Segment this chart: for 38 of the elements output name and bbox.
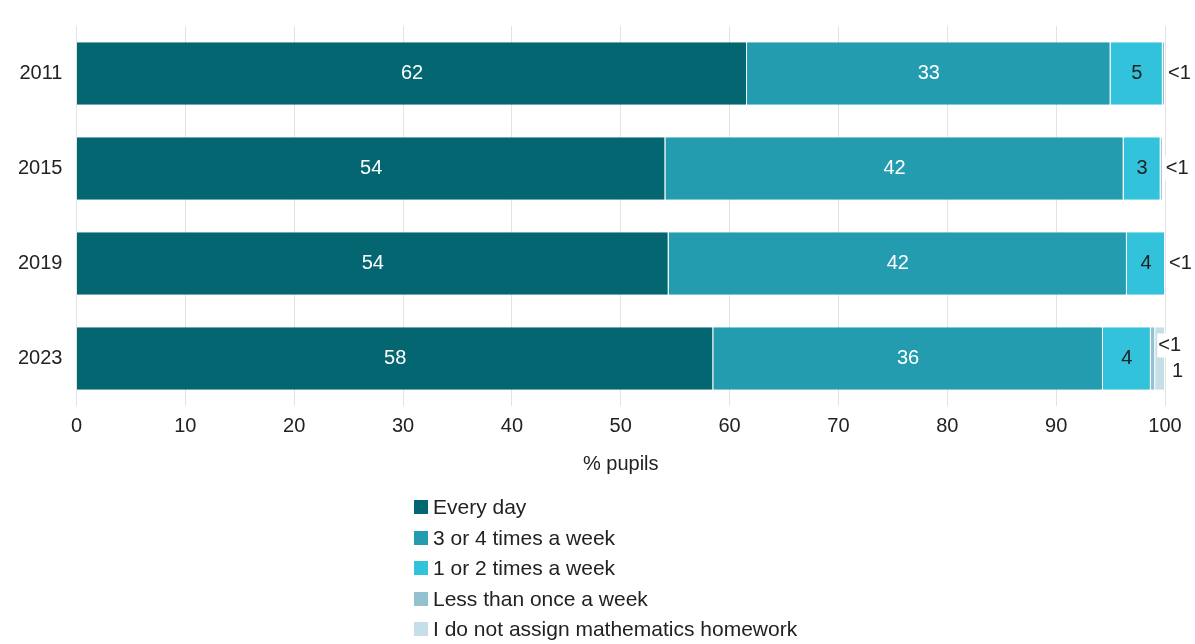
data-label: 54: [361, 251, 384, 274]
x-tick-label: 10: [174, 413, 197, 436]
data-label: <1: [1168, 61, 1191, 84]
data-label: 42: [886, 251, 909, 274]
data-label: 3: [1136, 156, 1148, 179]
x-tick-label: 90: [1045, 413, 1068, 436]
data-label: 33: [917, 61, 940, 84]
x-tick-label: 80: [936, 413, 959, 436]
x-tick-label: 0: [70, 413, 83, 436]
y-tick-label: 2019: [17, 251, 63, 274]
data-label: <1: [1169, 251, 1192, 274]
x-tick-label: 30: [391, 413, 415, 436]
legend-label: 1 or 2 times a week: [433, 556, 616, 581]
data-label: <1: [1165, 156, 1189, 179]
legend-label: Every day: [433, 495, 527, 520]
x-tick-label: 100: [1148, 413, 1182, 436]
data-label: 58: [384, 346, 407, 369]
y-tick-label: 2023: [17, 346, 63, 369]
legend-label: Less than once a week: [433, 586, 648, 611]
legend-label: I do not assign mathematics homework: [433, 617, 798, 642]
y-tick-label: 2015: [17, 156, 63, 179]
data-label: <1: [1158, 333, 1182, 356]
data-label: 1: [1172, 359, 1184, 382]
data-label: 42: [883, 156, 906, 179]
data-label: 54: [360, 156, 383, 179]
x-tick-label: 50: [609, 413, 632, 436]
y-tick-label: 2011: [19, 61, 63, 84]
x-tick-label: 40: [500, 413, 524, 436]
x-tick-label: 60: [718, 413, 741, 436]
x-axis-title: % pupils: [582, 451, 659, 474]
data-label: 5: [1131, 61, 1143, 84]
x-tick-label: 70: [827, 413, 850, 436]
data-label: 62: [400, 61, 424, 84]
data-label: 4: [1140, 251, 1152, 274]
x-tick-label: 20: [283, 413, 306, 436]
data-label: 36: [896, 346, 920, 369]
legend-label: 3 or 4 times a week: [433, 525, 616, 550]
data-label: 4: [1121, 346, 1133, 369]
